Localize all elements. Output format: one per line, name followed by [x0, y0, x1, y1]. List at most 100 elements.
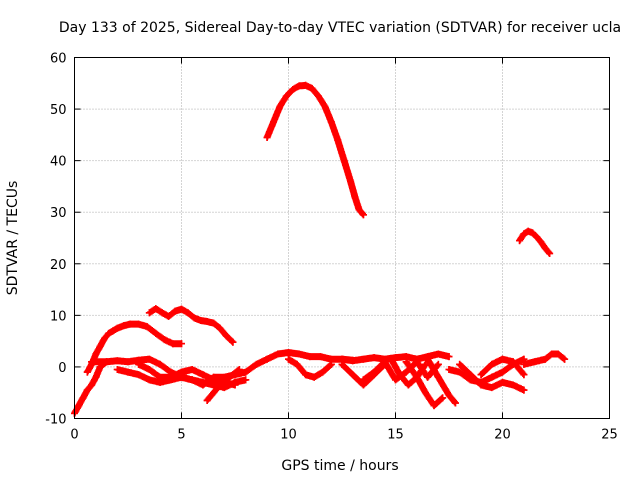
data-point: [88, 358, 96, 366]
data-point: [199, 371, 207, 379]
data-point: [402, 368, 410, 376]
data-point: [439, 394, 447, 402]
data-point: [216, 381, 224, 389]
data-point: [113, 357, 121, 365]
data-point: [488, 373, 496, 381]
data-point: [302, 371, 310, 379]
data-point: [229, 371, 237, 379]
data-point: [509, 381, 517, 389]
data-point: [156, 373, 164, 381]
data-point: [231, 381, 239, 389]
data-point: [75, 402, 83, 410]
data-point: [83, 386, 91, 394]
data-point: [135, 360, 143, 368]
data-point: [235, 366, 243, 374]
y-axis-label: SDTVAR / TECUs: [5, 181, 21, 296]
data-point: [178, 340, 185, 348]
data-point: [509, 358, 517, 366]
data-point: [554, 350, 562, 358]
data-point: [338, 360, 346, 368]
data-point: [109, 327, 117, 335]
data-point: [145, 366, 153, 374]
data-point: [546, 249, 554, 257]
data-layer: [71, 81, 569, 417]
series-arc-late-evening: [516, 227, 554, 257]
data-point: [263, 355, 271, 363]
x-tick-label: 0: [70, 428, 78, 443]
data-point: [349, 357, 357, 365]
data-point: [528, 229, 536, 237]
x-tick-label: 10: [280, 428, 297, 443]
data-point: [210, 389, 218, 397]
data-point: [370, 354, 378, 362]
data-point: [370, 368, 378, 376]
data-point: [135, 371, 143, 379]
data-point: [387, 355, 395, 363]
plot-frame: [74, 57, 610, 419]
data-point: [79, 394, 87, 402]
x-tick-label: 5: [177, 428, 185, 443]
data-point: [293, 360, 301, 368]
data-point: [295, 82, 303, 90]
data-point: [524, 227, 532, 235]
data-point: [295, 350, 303, 358]
data-point: [285, 348, 292, 356]
data-point: [113, 366, 121, 374]
data-point: [152, 329, 160, 337]
chart-title: Day 133 of 2025, Sidereal Day-to-day VTE…: [59, 20, 621, 36]
data-point: [531, 358, 539, 366]
data-point: [413, 373, 421, 381]
ticks: 0 5 10 15 20 25 -10 0 10 20 30 40 50 60: [45, 52, 618, 443]
data-point: [282, 92, 290, 100]
x-tick-label: 25: [601, 428, 618, 443]
series-arc-low-c: [135, 360, 239, 389]
x-axis-label: GPS time / hours: [281, 458, 398, 474]
data-point: [347, 177, 355, 185]
data-point: [541, 355, 549, 363]
data-point: [355, 206, 363, 214]
data-point: [145, 355, 153, 363]
data-point: [520, 371, 528, 379]
y-tick-label: 40: [50, 155, 67, 170]
y-tick-label: 30: [50, 206, 67, 221]
data-point: [421, 389, 429, 397]
data-point: [308, 84, 316, 92]
data-point: [488, 384, 496, 392]
y-tick-label: -10: [45, 413, 66, 428]
y-tick-label: 60: [50, 52, 67, 67]
data-point: [216, 324, 224, 332]
data-point: [327, 118, 335, 126]
data-point: [263, 133, 271, 141]
data-point: [520, 360, 528, 368]
data-point: [105, 329, 113, 337]
data-point: [135, 320, 143, 328]
y-tick-label: 0: [58, 361, 66, 376]
data-point: [488, 360, 496, 368]
series-arc-evening-b: [456, 360, 528, 394]
data-point: [451, 399, 459, 407]
data-point: [178, 305, 185, 313]
data-point: [184, 309, 192, 317]
data-point: [477, 381, 485, 389]
series-arc-afternoon-mesh: [359, 358, 442, 384]
data-point: [434, 350, 442, 358]
data-point: [178, 368, 185, 376]
data-point: [160, 336, 168, 344]
data-point: [270, 118, 278, 126]
data-point: [520, 230, 528, 238]
data-point: [126, 320, 134, 328]
data-point: [314, 92, 322, 100]
data-point: [188, 376, 196, 384]
data-point: [520, 386, 528, 394]
data-point: [229, 338, 237, 346]
series-arc-evening-c: [477, 355, 528, 379]
x-tick-label: 15: [387, 428, 404, 443]
data-point: [103, 358, 111, 366]
data-point: [430, 402, 438, 410]
data-point: [92, 373, 100, 381]
data-point: [319, 368, 327, 376]
data-point: [145, 309, 153, 317]
data-point: [381, 358, 389, 366]
data-point: [289, 85, 297, 93]
